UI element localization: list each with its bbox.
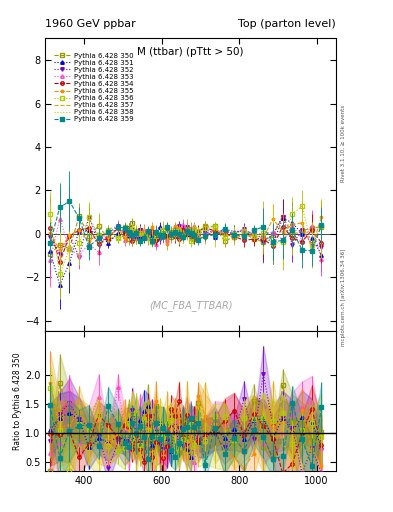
Text: M (ttbar) (pTtt > 50): M (ttbar) (pTtt > 50) bbox=[138, 47, 244, 57]
Text: 1960 GeV ppbar: 1960 GeV ppbar bbox=[45, 19, 136, 30]
Text: Top (parton level): Top (parton level) bbox=[238, 19, 336, 30]
Legend: Pythia 6.428 350, Pythia 6.428 351, Pythia 6.428 352, Pythia 6.428 353, Pythia 6: Pythia 6.428 350, Pythia 6.428 351, Pyth… bbox=[51, 51, 136, 124]
Text: (MC_FBA_TTBAR): (MC_FBA_TTBAR) bbox=[149, 300, 232, 311]
Text: Rivet 3.1.10, ≥ 100k events: Rivet 3.1.10, ≥ 100k events bbox=[341, 105, 346, 182]
Y-axis label: Ratio to Pythia 6.428 350: Ratio to Pythia 6.428 350 bbox=[13, 352, 22, 450]
Text: mcplots.cern.ch [arXiv:1306.34 36]: mcplots.cern.ch [arXiv:1306.34 36] bbox=[341, 248, 346, 346]
